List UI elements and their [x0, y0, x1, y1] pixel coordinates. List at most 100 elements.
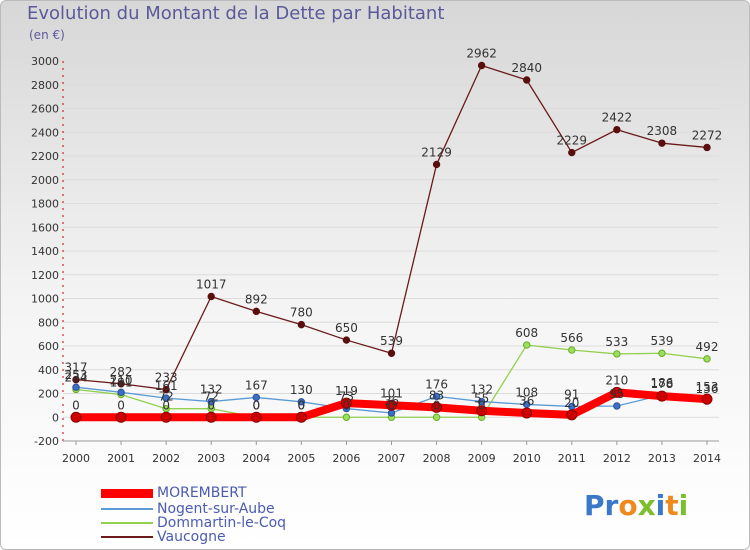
y-tick-label: 2400 [31, 126, 59, 139]
data-label-vaucogne: 2129 [421, 145, 452, 159]
x-tick-label: 2001 [107, 452, 135, 465]
data-label-nogent-sur-aube: 186 [650, 376, 673, 390]
x-tick-label: 2006 [332, 452, 360, 465]
logo-letter: r [604, 489, 619, 522]
data-label-vaucogne: 2840 [511, 61, 542, 75]
x-tick-label: 2013 [648, 452, 676, 465]
data-point-nogent-sur-aube [432, 392, 441, 401]
data-point-nogent-sur-aube [117, 388, 125, 397]
logo-letter: i [678, 489, 689, 522]
y-tick-label: 1800 [31, 198, 59, 211]
data-point-morembert [250, 411, 262, 423]
data-point-nogent-sur-aube [613, 402, 621, 410]
data-label-morembert: 0 [162, 398, 170, 412]
data-point-vaucogne [162, 385, 170, 394]
data-label-nogent-sur-aube: 73 [339, 390, 354, 404]
data-point-morembert [205, 411, 217, 423]
data-point-morembert [566, 409, 578, 421]
y-tick-label: 3000 [31, 55, 59, 68]
data-point-vaucogne [252, 307, 260, 316]
data-point-morembert [340, 397, 352, 409]
legend-item-dommartin-le-coq: Dommartin-le-Coq [101, 515, 286, 531]
data-label-dommartin-le-coq: 234 [65, 370, 88, 384]
data-label-nogent-sur-aube: 108 [515, 385, 538, 399]
logo-letter: x [637, 489, 656, 522]
x-tick-label: 2009 [468, 452, 496, 465]
data-label-morembert: 101 [380, 386, 403, 400]
data-label-nogent-sur-aube: 132 [200, 383, 223, 397]
data-point-nogent-sur-aube [477, 397, 486, 406]
data-point-morembert [656, 390, 668, 402]
chart-title: Evolution du Montant de la Dette par Hab… [27, 3, 445, 24]
data-point-morembert [160, 411, 172, 423]
data-label-morembert: 36 [519, 394, 534, 408]
x-tick-label: 2003 [197, 452, 225, 465]
data-point-vaucogne [207, 292, 215, 301]
data-point-vaucogne [658, 139, 666, 147]
data-label-dommartin-le-coq: 492 [696, 340, 719, 354]
x-tick-label: 2010 [513, 452, 541, 465]
y-tick-label: 1600 [31, 221, 59, 234]
data-label-dommartin-le-coq: 566 [560, 331, 583, 345]
data-label-vaucogne: 1017 [196, 277, 227, 291]
x-tick-label: 2000 [62, 452, 90, 465]
data-label-vaucogne: 2308 [647, 124, 678, 138]
logo-letter: P [584, 489, 605, 522]
y-tick-label: 1200 [31, 269, 59, 282]
legend-label-morembert: MOREMBERT [157, 485, 247, 501]
data-point-morembert [476, 405, 488, 417]
data-label-nogent-sur-aube: 130 [290, 383, 313, 397]
logo-letter: o [618, 489, 638, 522]
data-label-dommartin-le-coq: 0 [298, 398, 306, 412]
data-point-vaucogne [568, 148, 576, 157]
data-point-morembert [115, 411, 127, 423]
data-point-nogent-sur-aube [252, 393, 260, 402]
proxiti-logo: Proxiti [584, 489, 688, 522]
x-tick-label: 2007 [378, 452, 406, 465]
y-tick-label: 2800 [31, 79, 59, 92]
data-label-vaucogne: 2962 [466, 47, 497, 61]
y-tick-label: -200 [34, 435, 59, 448]
data-label-vaucogne: 282 [110, 365, 133, 379]
data-label-vaucogne: 317 [65, 361, 88, 375]
data-point-vaucogne [703, 143, 711, 152]
x-tick-label: 2012 [603, 452, 631, 465]
data-point-dommartin-le-coq [703, 355, 711, 363]
data-label-nogent-sur-aube: 36 [384, 394, 399, 408]
logo-letter: t [665, 489, 679, 522]
y-tick-label: 0 [52, 411, 59, 424]
y-tick-label: 800 [38, 316, 59, 329]
data-label-vaucogne: 2272 [692, 128, 723, 142]
data-point-morembert [611, 386, 623, 398]
data-label-morembert: 0 [207, 398, 215, 412]
data-point-vaucogne [342, 336, 351, 344]
y-tick-label: 400 [38, 364, 59, 377]
data-point-morembert [701, 393, 713, 405]
data-label-morembert: 20 [564, 396, 579, 410]
data-label-nogent-sur-aube: 95 [609, 387, 624, 401]
data-point-vaucogne [523, 76, 531, 84]
legend-swatch-morembert [101, 488, 153, 498]
data-label-morembert: 0 [117, 398, 125, 412]
data-label-morembert: 119 [335, 384, 358, 398]
data-label-morembert: 153 [696, 380, 719, 394]
data-point-morembert [70, 411, 82, 423]
data-label-vaucogne: 650 [335, 321, 358, 335]
data-label-vaucogne: 2229 [557, 134, 588, 148]
legend-swatch-vaucogne [101, 536, 153, 538]
data-label-dommartin-le-coq: 0 [388, 398, 396, 412]
data-label-dommartin-le-coq: 533 [605, 335, 628, 349]
x-tick-label: 2004 [242, 452, 270, 465]
legend-label-nogent-sur-aube: Nogent-sur-Aube [157, 501, 275, 517]
data-point-dommartin-le-coq [432, 413, 441, 421]
data-label-morembert: 55 [474, 392, 489, 406]
legend-label-dommartin-le-coq: Dommartin-le-Coq [157, 515, 287, 531]
data-point-nogent-sur-aube [207, 397, 215, 406]
data-label-nogent-sur-aube: 161 [155, 379, 178, 393]
data-label-dommartin-le-coq: 0 [478, 398, 486, 412]
data-label-vaucogne: 2422 [602, 111, 633, 125]
data-label-dommartin-le-coq: 72 [159, 390, 174, 404]
data-point-vaucogne [297, 320, 306, 329]
